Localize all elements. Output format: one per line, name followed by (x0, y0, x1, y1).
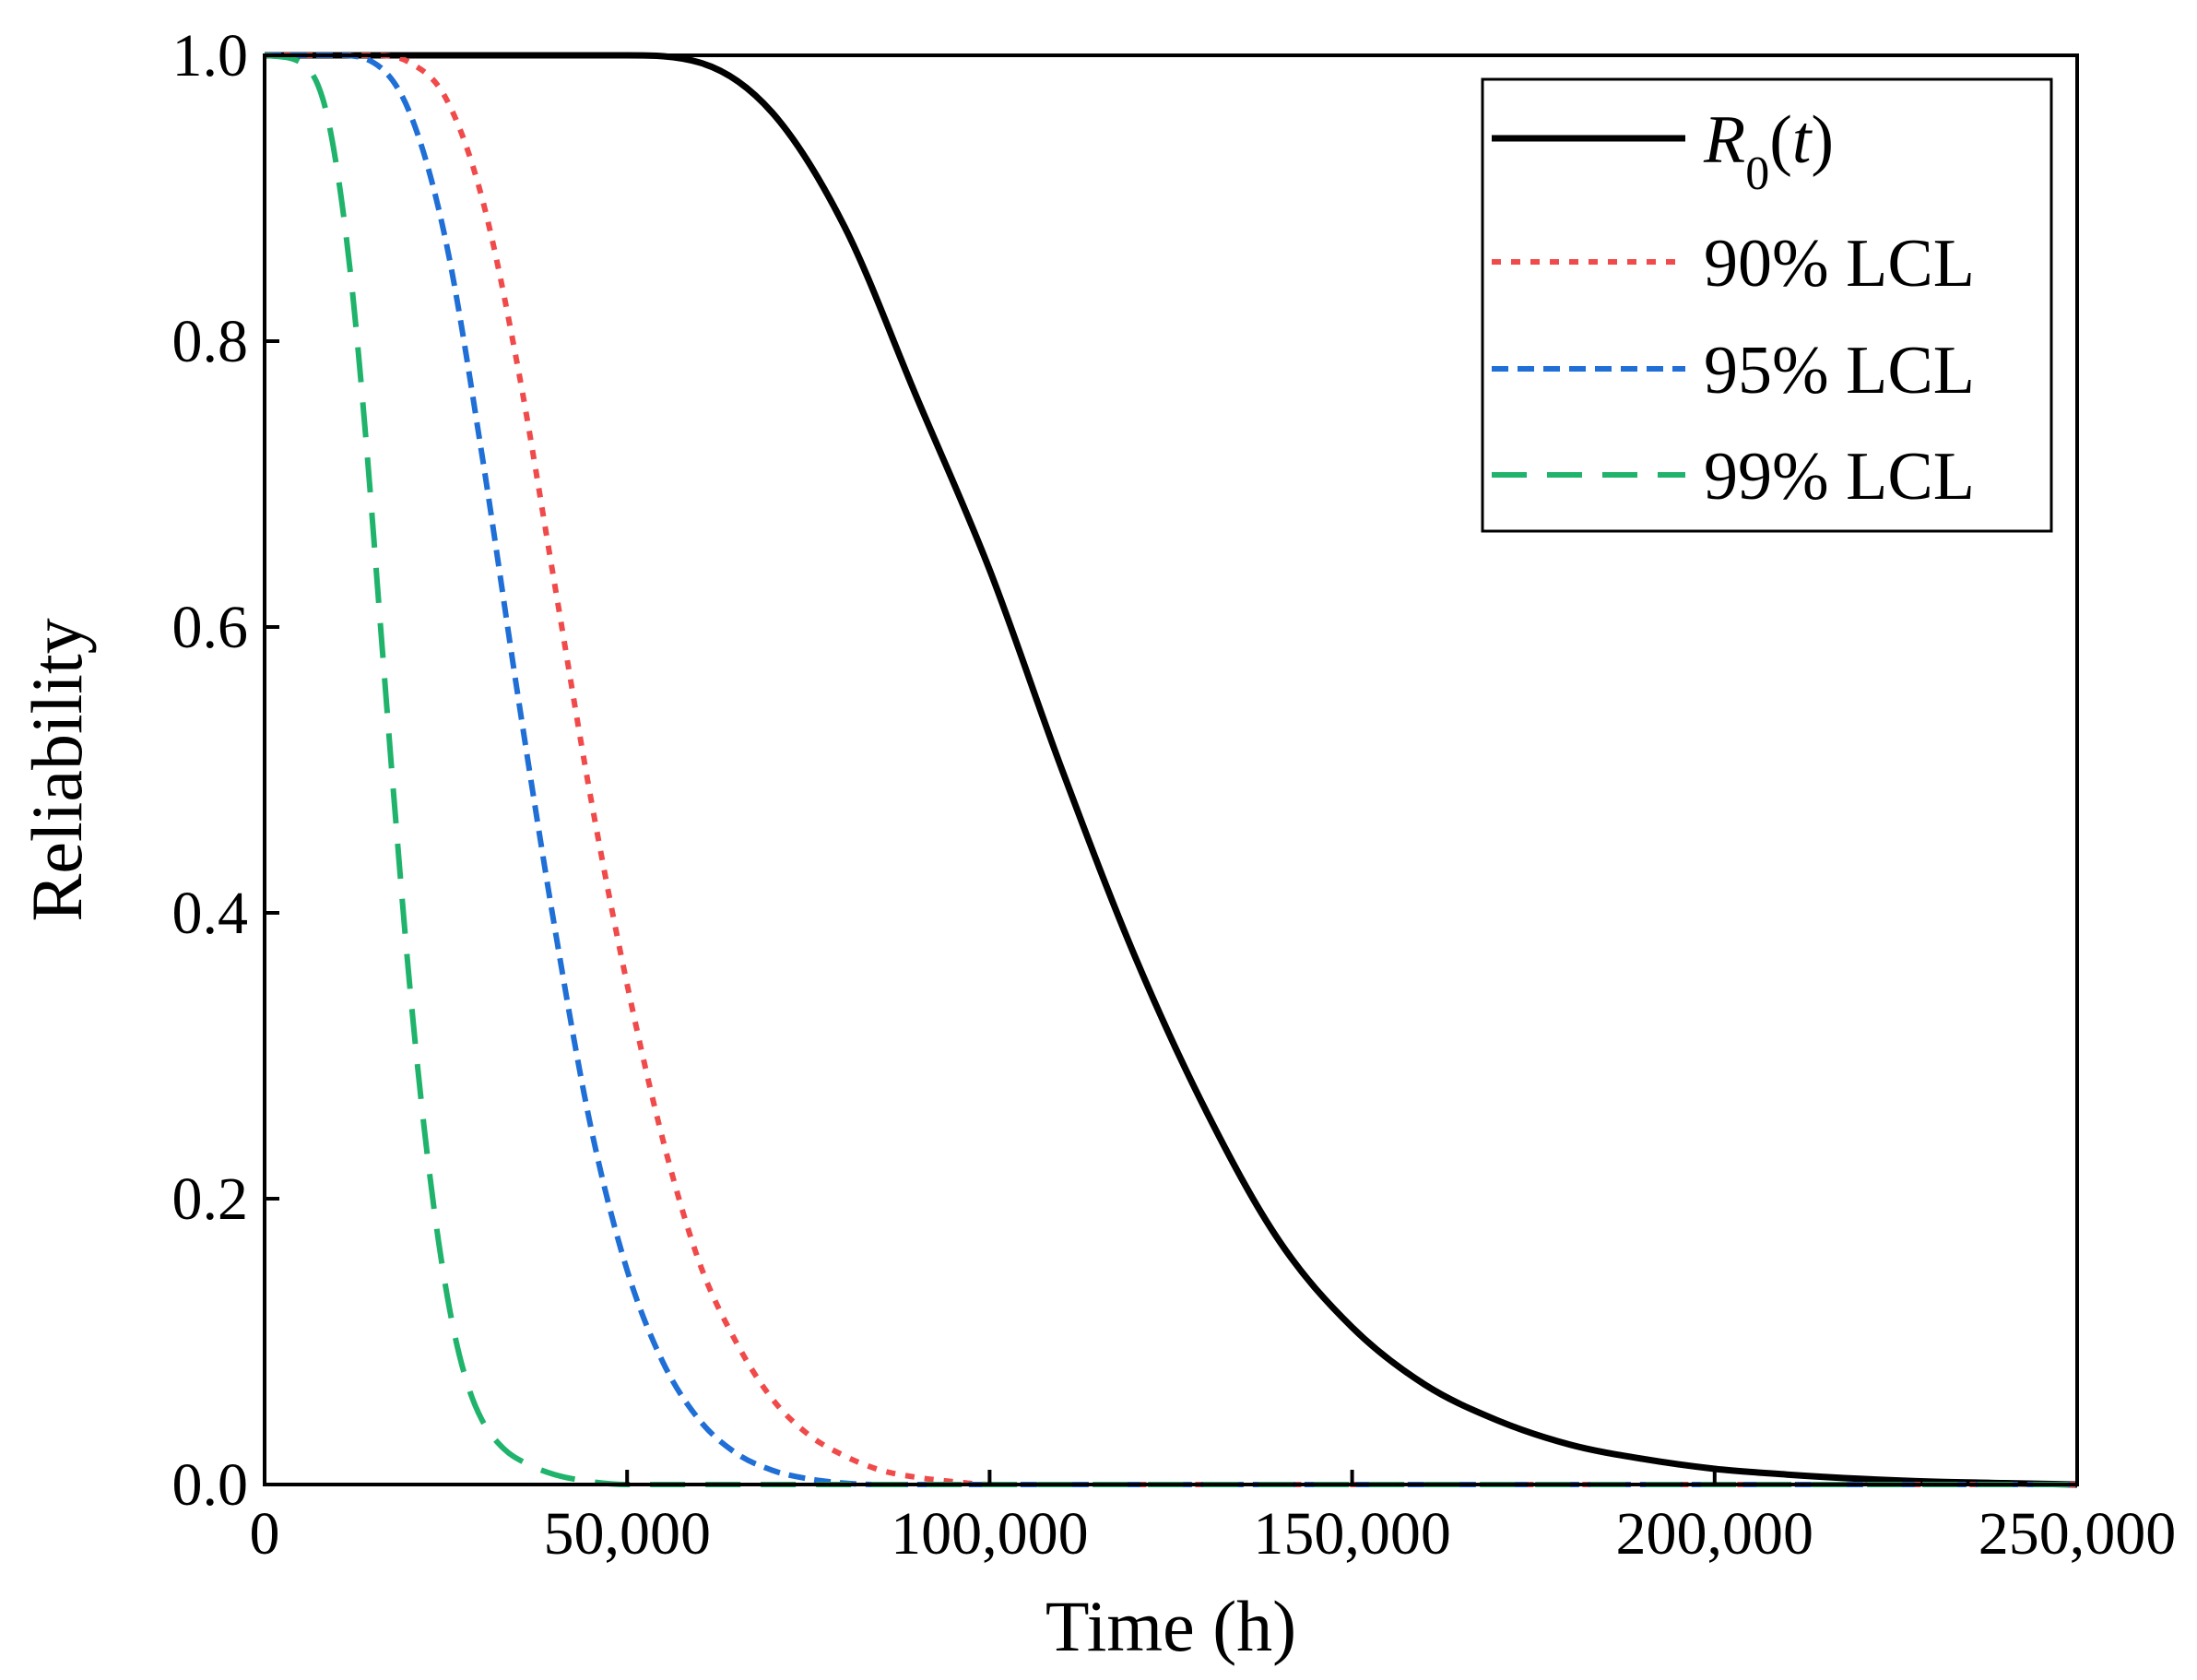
y-tick-label: 0.2 (172, 1165, 249, 1233)
x-axis-title: Time (h) (1045, 1586, 1296, 1666)
x-tick-label: 200,000 (1616, 1500, 1814, 1568)
legend-box (1481, 77, 2053, 533)
x-tick-label: 250,000 (1978, 1500, 2177, 1568)
legend: R0(t) 90% LCL 95% LCL 99% LCL (1481, 77, 2053, 533)
x-tick-label: 100,000 (891, 1500, 1089, 1568)
x-tick-label: 50,000 (543, 1500, 711, 1568)
legend-label-1: 90% LCL (1704, 226, 1975, 302)
x-tick-label: 0 (250, 1500, 280, 1568)
y-tick-label: 0.8 (172, 308, 249, 375)
y-axis-title: Reliability (17, 618, 97, 921)
y-axis: 0.0 0.2 0.4 0.6 0.8 1.0 (172, 22, 279, 1519)
plot-frame (263, 53, 2079, 1486)
x-tick-label: 150,000 (1253, 1500, 1451, 1568)
y-tick-label: 0.0 (172, 1451, 249, 1519)
y-tick-label: 1.0 (172, 22, 249, 89)
series-line-0 (265, 52, 2078, 1488)
legend-label-2: 95% LCL (1704, 333, 1975, 408)
x-axis: 0 50,000 100,000 150,000 200,000 250,000 (250, 1470, 2177, 1568)
legend-label-3: 99% LCL (1704, 439, 1975, 515)
y-tick-label: 0.6 (172, 594, 249, 661)
y-tick-label: 0.4 (172, 880, 249, 947)
legend-label-0: R0(t) (1703, 102, 1834, 200)
